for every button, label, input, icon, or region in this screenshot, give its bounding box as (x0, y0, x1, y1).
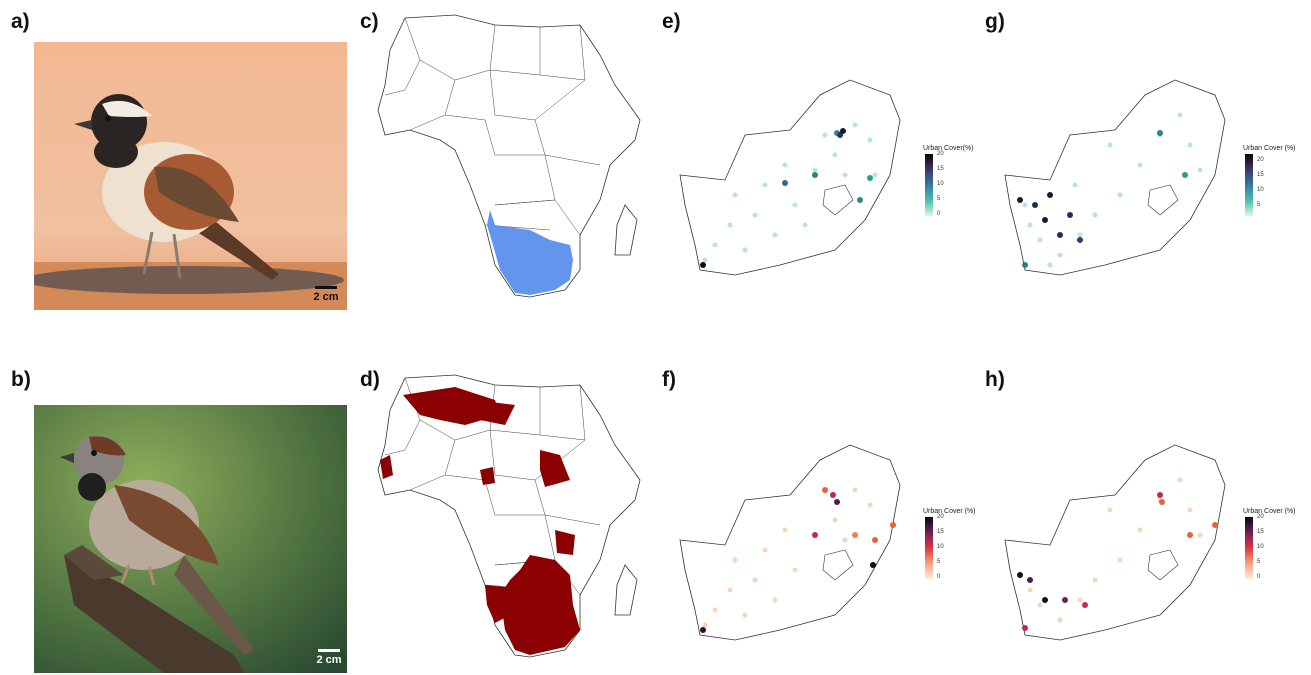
panel-label-g: g) (985, 10, 1005, 33)
scale-bar-line-b (318, 649, 340, 652)
country-outline-f (679, 444, 901, 641)
legend-g: Urban Cover (%) 20 15 10 5 (1243, 145, 1303, 235)
legend-title-e: Urban Cover(%) (923, 145, 974, 152)
scale-bar-label-b: 2 cm (316, 654, 342, 666)
lesotho-outline-h (1147, 549, 1179, 581)
range-south-west (485, 585, 510, 623)
range-north (403, 387, 500, 425)
africa-range-map-d (345, 374, 645, 675)
legend-tick-g-4: 5 (1257, 202, 1261, 208)
legend-tick-h-4: 5 (1257, 559, 1261, 565)
legend-tick-f-5: 0 (937, 574, 941, 580)
legend-title-f: Urban Cover (%) (923, 508, 976, 515)
legend-f: Urban Cover (%) 20 15 10 5 0 (923, 508, 983, 598)
legend-h: Urban Cover (%) 20 15 10 5 0 (1243, 508, 1303, 598)
south-africa-map-g (1000, 75, 1240, 276)
range-central (480, 467, 495, 485)
legend-tick-e-5: 0 (937, 211, 941, 217)
south-africa-map-e (675, 75, 915, 276)
legend-tick-f-3: 10 (937, 544, 944, 550)
africa-range-map-c (345, 14, 645, 315)
panel-label-a: a) (11, 10, 30, 33)
scale-bar-a: 2 cm (306, 286, 346, 303)
legend-tick-e-2: 15 (937, 166, 944, 172)
legend-tick-f-2: 15 (937, 529, 944, 535)
legend-tick-g-3: 10 (1257, 187, 1264, 193)
south-africa-map-f (675, 440, 915, 641)
legend-tick-f-1: 20 (937, 514, 944, 520)
panel-label-h: h) (985, 368, 1005, 391)
country-outline-e (679, 79, 901, 276)
panel-label-b: b) (11, 368, 31, 391)
legend-tick-e-3: 10 (937, 181, 944, 187)
panel-label-e: e) (662, 10, 681, 33)
panel-label-c: c) (360, 10, 379, 33)
legend-e: Urban Cover(%) 20 15 10 5 0 (923, 145, 983, 235)
cape-sparrow-photo: 2 cm (34, 42, 347, 310)
lesotho-outline-e (822, 184, 854, 216)
legend-title-g: Urban Cover (%) (1243, 145, 1296, 152)
lesotho-outline-g (1147, 184, 1179, 216)
south-africa-map-h (1000, 440, 1240, 641)
cape-sparrow-range (487, 210, 573, 295)
house-sparrow-range (380, 387, 580, 655)
legend-colorbar-f (925, 517, 933, 579)
house-sparrow-photo: 2 cm (34, 405, 347, 673)
lesotho-outline-f (822, 549, 854, 581)
legend-tick-g-1: 20 (1257, 157, 1264, 163)
legend-tick-f-4: 5 (937, 559, 941, 565)
legend-colorbar-g (1245, 154, 1253, 216)
legend-tick-h-1: 20 (1257, 514, 1264, 520)
panel-label-d: d) (360, 368, 380, 391)
legend-colorbar-h (1245, 517, 1253, 579)
country-outline-h (1004, 444, 1226, 641)
panel-label-f: f) (662, 368, 676, 391)
legend-tick-e-4: 5 (937, 196, 941, 202)
range-east-coast (555, 530, 575, 555)
legend-title-h: Urban Cover (%) (1243, 508, 1296, 515)
legend-tick-h-5: 0 (1257, 574, 1261, 580)
scale-bar-b: 2 cm (309, 649, 347, 666)
legend-tick-h-3: 10 (1257, 544, 1264, 550)
range-north-east (475, 400, 515, 425)
range-south (500, 555, 580, 655)
legend-colorbar-e (925, 154, 933, 216)
legend-tick-e-1: 20 (937, 151, 944, 157)
legend-tick-g-2: 15 (1257, 172, 1264, 178)
country-outline-g (1004, 79, 1226, 276)
scale-bar-label-a: 2 cm (313, 291, 339, 303)
range-east (540, 450, 570, 487)
scale-bar-line-a (315, 286, 337, 289)
legend-tick-h-2: 15 (1257, 529, 1264, 535)
range-west (380, 455, 393, 479)
